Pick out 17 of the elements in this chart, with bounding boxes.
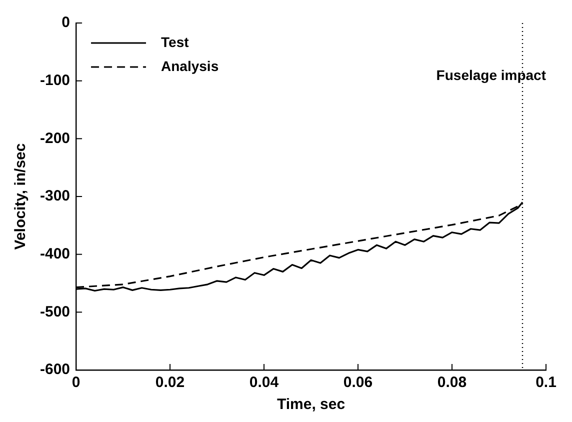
x-tick-label: 0.06 bbox=[343, 374, 373, 392]
y-tick-label: -200 bbox=[40, 130, 70, 147]
legend-label: Analysis bbox=[161, 58, 219, 74]
x-tick-label: 0.04 bbox=[249, 374, 280, 392]
legend-label: Test bbox=[161, 34, 190, 50]
x-axis-title: Time, sec bbox=[276, 396, 346, 414]
y-tick-label: 0 bbox=[62, 14, 70, 32]
y-tick-label: -100 bbox=[40, 72, 70, 89]
y-tick-label: -600 bbox=[40, 361, 70, 378]
y-axis-title: Velocity, in/sec bbox=[12, 143, 30, 250]
y-tick-label: -500 bbox=[40, 303, 70, 320]
x-tick-label: 0.08 bbox=[437, 374, 467, 392]
ref-line-label: Fuselage impact bbox=[436, 66, 546, 83]
x-tick-label: 0.1 bbox=[536, 374, 556, 392]
y-tick-label: -400 bbox=[40, 245, 70, 262]
y-tick-label: -300 bbox=[40, 188, 70, 205]
x-tick-label: 0.02 bbox=[155, 374, 185, 392]
